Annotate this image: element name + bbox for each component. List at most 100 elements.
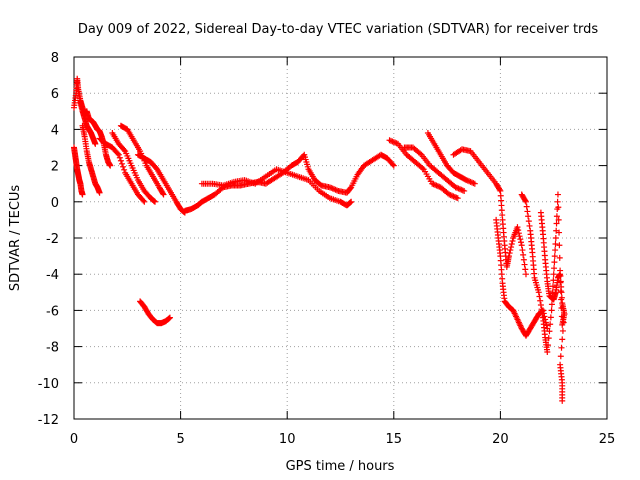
x-tick-label: 15 xyxy=(386,432,403,447)
y-tick-label: -6 xyxy=(46,304,59,319)
data-point xyxy=(515,227,522,234)
data-point xyxy=(516,233,523,240)
data-point xyxy=(521,261,528,268)
data-point xyxy=(390,162,397,169)
data-point xyxy=(546,328,553,335)
data-point xyxy=(114,150,121,157)
data-point xyxy=(141,198,148,205)
y-tick-label: 4 xyxy=(51,123,59,138)
data-point xyxy=(557,279,564,286)
x-axis-label: GPS time / hours xyxy=(286,459,395,474)
data-point xyxy=(517,236,524,243)
data-point xyxy=(559,397,566,404)
data-point xyxy=(461,187,468,194)
y-tick-label: 2 xyxy=(51,160,59,175)
y-tick-label: -4 xyxy=(46,268,59,283)
data-point xyxy=(558,296,565,303)
data-point xyxy=(548,301,555,308)
y-tick-label: 8 xyxy=(51,51,59,66)
data-point xyxy=(526,222,533,229)
data-point xyxy=(515,230,522,237)
x-tick-label: 10 xyxy=(279,432,296,447)
series-late-drop xyxy=(493,216,551,339)
data-point xyxy=(92,140,99,147)
data-point xyxy=(153,165,160,172)
data-point xyxy=(117,157,124,164)
data-point xyxy=(525,218,532,225)
data-point xyxy=(558,344,565,351)
data-point xyxy=(554,198,561,205)
chart-title: Day 009 of 2022, Sidereal Day-to-day VTE… xyxy=(78,22,599,37)
data-point xyxy=(505,253,512,260)
data-point xyxy=(555,204,562,211)
grid-lines xyxy=(74,57,607,419)
data-point xyxy=(121,166,128,173)
x-tick-label: 20 xyxy=(492,432,509,447)
data-point xyxy=(79,191,86,198)
data-point xyxy=(140,197,147,204)
y-tick-label: 6 xyxy=(51,87,59,102)
data-point xyxy=(96,189,103,196)
data-point xyxy=(507,247,514,254)
data-point xyxy=(522,198,529,205)
data-point xyxy=(347,185,354,192)
axis-ticks xyxy=(73,56,608,420)
data-point xyxy=(518,242,525,249)
data-point xyxy=(537,301,544,308)
data-point xyxy=(508,244,515,251)
data-point xyxy=(555,216,562,223)
series-early-drop-c xyxy=(77,99,99,147)
y-tick-label: -8 xyxy=(46,341,59,356)
data-point xyxy=(522,266,529,273)
x-tick-label: 0 xyxy=(70,432,78,447)
data-point xyxy=(561,311,568,318)
data-point xyxy=(535,289,542,296)
data-point xyxy=(523,203,530,210)
series-late-bands-c xyxy=(424,130,478,187)
data-point xyxy=(151,198,158,205)
data-point xyxy=(115,151,122,158)
data-point xyxy=(347,199,354,206)
data-point xyxy=(120,163,127,170)
data-point xyxy=(538,306,545,313)
data-point xyxy=(559,336,566,343)
data-point xyxy=(496,186,503,193)
data-point xyxy=(121,146,128,153)
series-late-spikes-b xyxy=(537,209,568,328)
data-point xyxy=(545,342,552,349)
data-point xyxy=(556,242,563,249)
data-point xyxy=(509,238,516,245)
data-point xyxy=(548,307,555,314)
y-tick-label: 0 xyxy=(51,196,59,211)
data-point xyxy=(520,251,527,258)
series-mid-day-b xyxy=(198,166,355,209)
data-point xyxy=(552,235,559,241)
data-point xyxy=(556,229,563,236)
data-point xyxy=(537,297,544,304)
data-point xyxy=(160,191,167,198)
series-band-1 xyxy=(96,135,148,205)
data-point xyxy=(547,321,554,328)
series-late-rise xyxy=(450,146,529,278)
data-points xyxy=(71,75,568,404)
data-point xyxy=(508,241,515,248)
y-tick-labels: -12 -10 -8 -6 -4 -2 0 2 4 6 8 xyxy=(38,51,59,428)
data-point xyxy=(558,304,565,311)
series-band-2 xyxy=(109,130,159,205)
data-point xyxy=(118,160,125,167)
x-tick-labels: 0 5 10 15 20 25 xyxy=(70,432,615,447)
data-point xyxy=(107,162,114,169)
data-point xyxy=(557,353,564,360)
data-point xyxy=(557,271,564,278)
data-point xyxy=(553,213,560,220)
y-tick-label: -2 xyxy=(46,232,59,247)
data-point xyxy=(525,213,532,220)
data-point xyxy=(557,288,564,295)
series-early-drop-b xyxy=(79,122,103,196)
x-tick-label: 25 xyxy=(599,432,616,447)
series-late-bands xyxy=(386,137,461,202)
data-point xyxy=(552,247,559,254)
data-point xyxy=(551,265,558,272)
data-point xyxy=(551,259,558,266)
series-early-drop-a xyxy=(71,144,86,198)
